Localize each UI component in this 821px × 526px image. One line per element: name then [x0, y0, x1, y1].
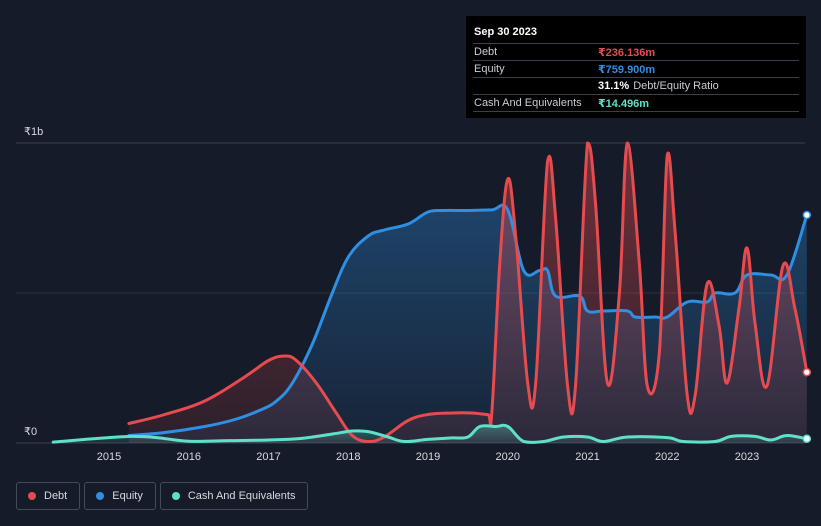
- x-tick-label: 2018: [336, 451, 360, 463]
- x-tick-label: 2019: [416, 451, 440, 463]
- legend-item-debt[interactable]: Debt: [16, 482, 81, 510]
- series-lines: [51, 141, 809, 444]
- y-tick-label-max: ₹1b: [24, 126, 43, 138]
- x-axis-ticks: 2015 2016 2017 2018 2019 2020 2021 2022 2023: [97, 451, 759, 463]
- legend-item-equity[interactable]: Equity: [84, 482, 156, 510]
- debt-area: [128, 143, 807, 443]
- tooltip-value: ₹14.496m: [598, 97, 650, 110]
- x-tick-label: 2020: [496, 451, 520, 463]
- legend-label: Equity: [112, 490, 143, 502]
- tooltip-row-ratio: 31.1% Debt/Equity Ratio: [473, 78, 799, 95]
- tooltip-ratio-value: 31.1%: [598, 80, 630, 92]
- x-tick-label: 2022: [655, 451, 679, 463]
- tooltip-ratio-label: Debt/Equity Ratio: [633, 80, 719, 92]
- tooltip-date: Sep 30 2023: [473, 23, 799, 44]
- equity-line: [127, 203, 809, 437]
- tooltip-row-equity: Equity ₹759.900m: [473, 61, 799, 78]
- debt-line: [127, 141, 809, 444]
- x-tick-label: 2017: [256, 451, 280, 463]
- series-end-markers: [802, 210, 812, 444]
- legend-dot-equity: [96, 492, 105, 500]
- equity-end-marker[interactable]: [802, 210, 812, 220]
- tooltip-label: Equity: [474, 63, 505, 75]
- debt-end-marker[interactable]: [802, 367, 812, 377]
- chart-tooltip: Sep 30 2023 Debt ₹236.136m Equity ₹759.9…: [466, 16, 806, 118]
- legend-dot-cash: [171, 492, 180, 500]
- tooltip-row-debt: Debt ₹236.136m: [473, 44, 799, 61]
- y-tick-label-zero: ₹0: [24, 426, 37, 438]
- tooltip-value: ₹236.136m: [598, 46, 656, 59]
- legend-dot-debt: [28, 492, 36, 500]
- tooltip-value: ₹759.900m: [598, 63, 656, 76]
- tooltip-label: Debt: [474, 46, 498, 58]
- x-tick-label: 2016: [177, 451, 201, 463]
- legend-label: Cash And Equivalents: [187, 490, 296, 502]
- tooltip-label: Cash And Equivalents: [474, 97, 582, 109]
- cash-end-marker[interactable]: [802, 434, 812, 444]
- cash-line: [51, 423, 809, 444]
- x-tick-label: 2015: [97, 451, 121, 463]
- x-tick-label: 2023: [735, 451, 759, 463]
- x-tick-label: 2021: [575, 451, 599, 463]
- legend-item-cash[interactable]: Cash And Equivalents: [159, 482, 309, 510]
- legend-label: Debt: [44, 490, 68, 502]
- chart-legend: Debt Equity Cash And Equivalents: [16, 482, 309, 510]
- tooltip-row-cash: Cash And Equivalents ₹14.496m: [473, 95, 799, 112]
